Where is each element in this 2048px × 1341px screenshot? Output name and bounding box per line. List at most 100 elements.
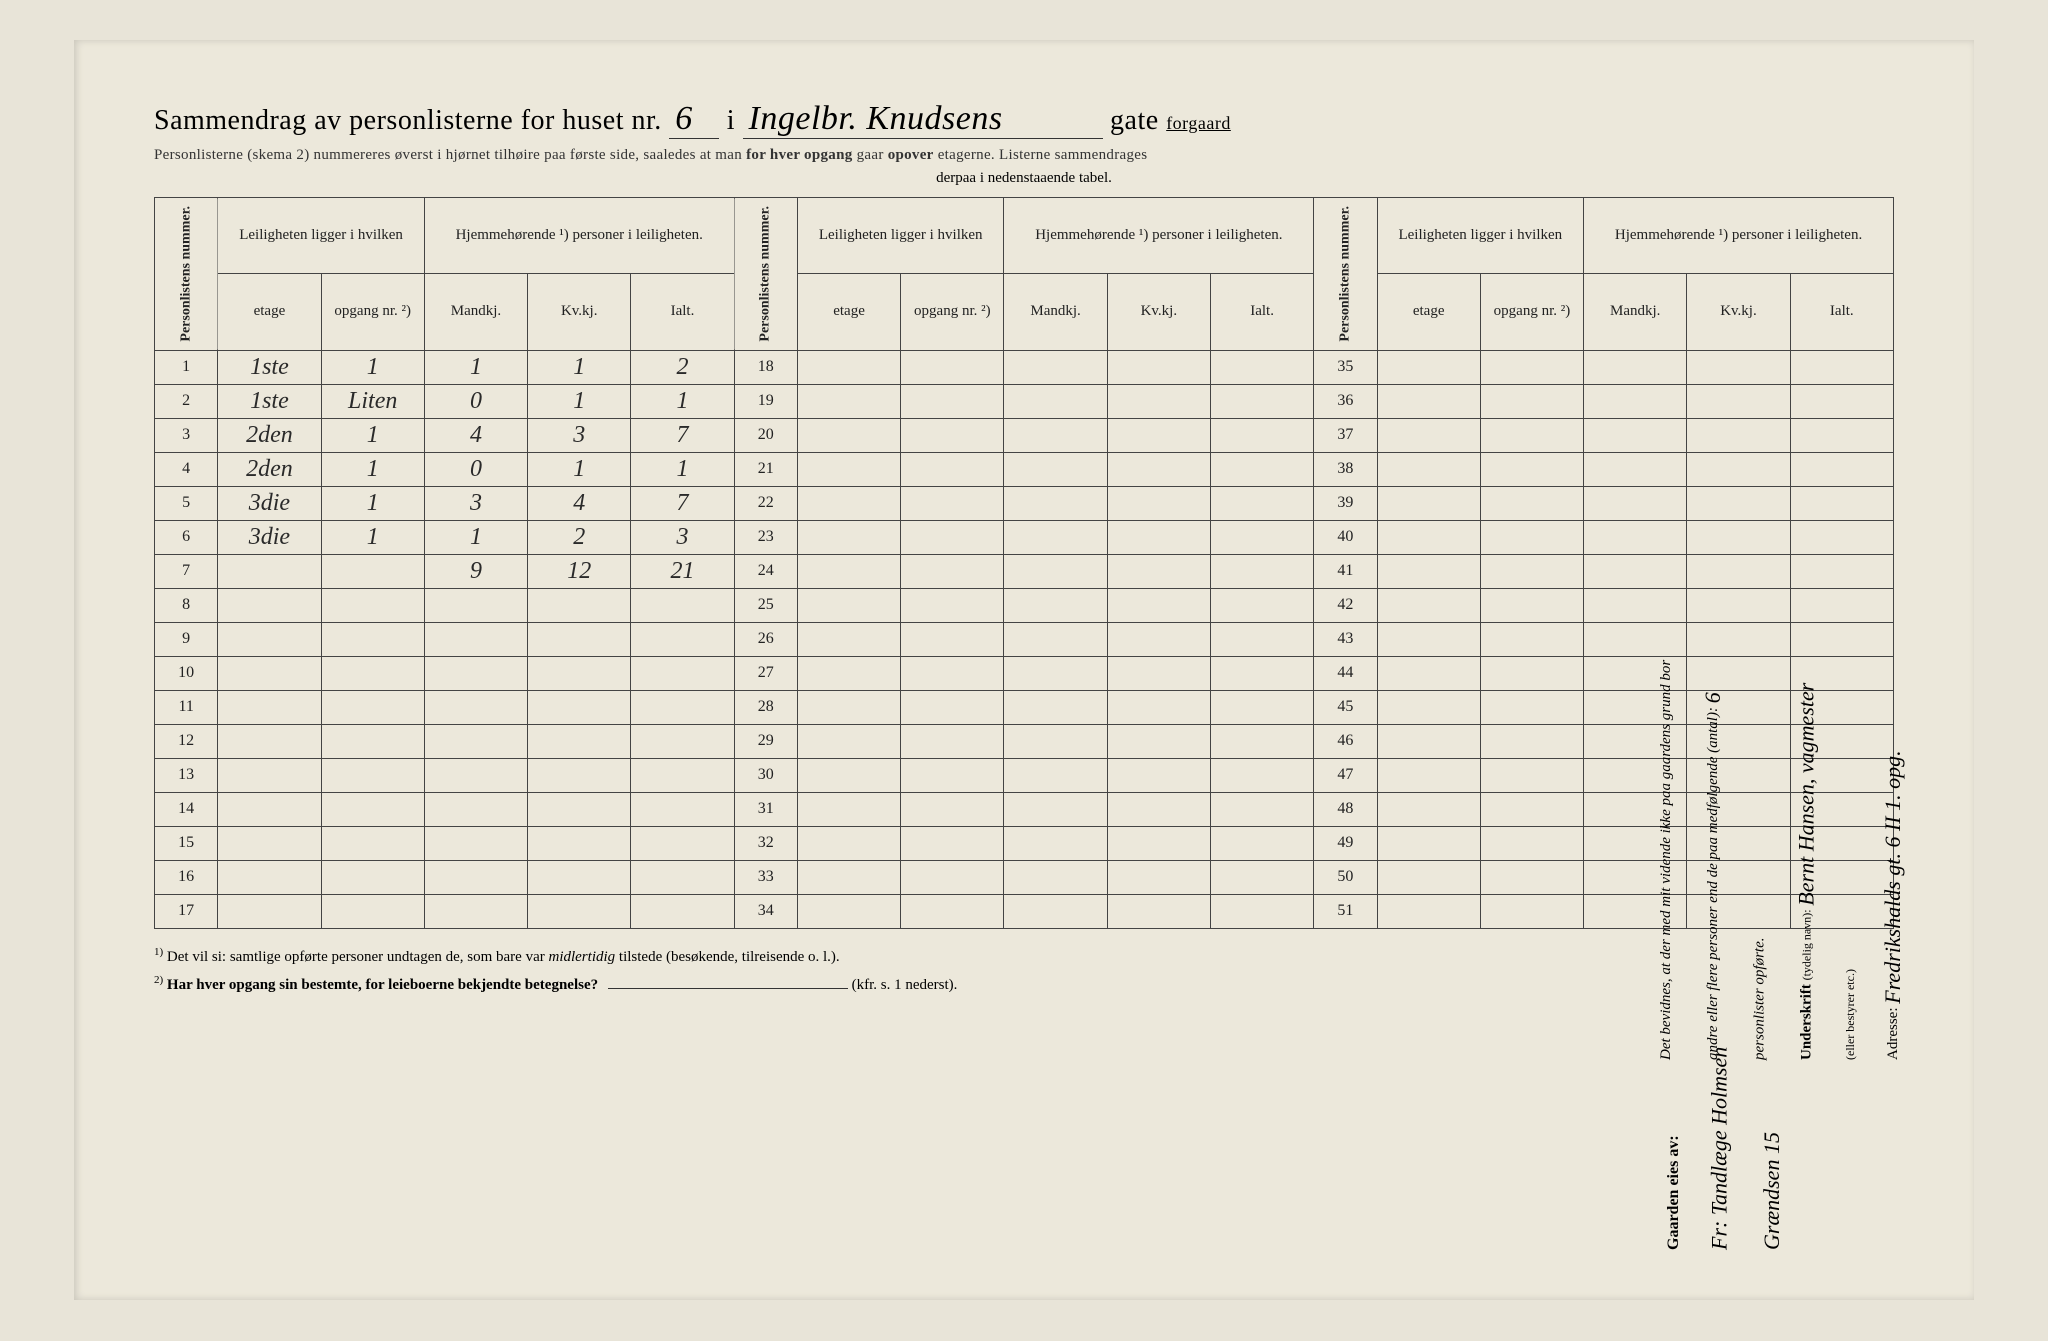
col-mandkj: Mandkj. bbox=[424, 274, 527, 350]
subtitle-1-emph1: for hver opgang bbox=[746, 147, 852, 163]
cell-empty bbox=[1210, 350, 1313, 384]
row-num: 1 bbox=[155, 350, 218, 384]
cell-opgang bbox=[321, 724, 424, 758]
col-hjemme: Hjemmehørende ¹) personer i leiligheten. bbox=[424, 198, 734, 274]
cell-empty bbox=[1210, 860, 1313, 894]
cell-mandkj: 1 bbox=[424, 350, 527, 384]
cell-opgang: 1 bbox=[321, 520, 424, 554]
cell-etage: 1ste bbox=[218, 350, 321, 384]
cell-empty bbox=[1107, 860, 1210, 894]
col-opgang: opgang nr. ²) bbox=[901, 274, 1004, 350]
table-row: 153249 bbox=[155, 826, 1894, 860]
antal: 6 bbox=[1700, 692, 1725, 703]
cell-empty bbox=[797, 826, 900, 860]
cell-kvkj bbox=[528, 758, 631, 792]
row-num: 5 bbox=[155, 486, 218, 520]
cell-empty bbox=[901, 554, 1004, 588]
cell-etage bbox=[218, 656, 321, 690]
table-row: 11ste11121835 bbox=[155, 350, 1894, 384]
col-personlistens: Personlistens nummer. bbox=[1314, 198, 1377, 351]
row-num: 6 bbox=[155, 520, 218, 554]
cell-opgang bbox=[321, 860, 424, 894]
cell-etage bbox=[218, 792, 321, 826]
row-num: 10 bbox=[155, 656, 218, 690]
cell-etage bbox=[218, 826, 321, 860]
row-num: 39 bbox=[1314, 486, 1377, 520]
footnote-1: 1) Det vil si: samtlige opførte personer… bbox=[154, 943, 1894, 971]
cell-empty bbox=[797, 384, 900, 418]
cell-empty bbox=[1377, 792, 1480, 826]
cell-mandkj: 3 bbox=[424, 486, 527, 520]
cell-ialt: 21 bbox=[631, 554, 734, 588]
cell-empty bbox=[797, 656, 900, 690]
cell-opgang: 1 bbox=[321, 418, 424, 452]
cell-empty bbox=[797, 588, 900, 622]
table-row: 32den14372037 bbox=[155, 418, 1894, 452]
footnotes: 1) Det vil si: samtlige opførte personer… bbox=[154, 943, 1894, 999]
cell-empty bbox=[1210, 452, 1313, 486]
row-num: 3 bbox=[155, 418, 218, 452]
owner-addr: Grændsen 15 bbox=[1746, 800, 1799, 1250]
cell-empty bbox=[1377, 656, 1480, 690]
row-num: 25 bbox=[734, 588, 797, 622]
row-num: 21 bbox=[734, 452, 797, 486]
cell-empty bbox=[1210, 554, 1313, 588]
row-num: 51 bbox=[1314, 894, 1377, 928]
cell-empty bbox=[1004, 792, 1107, 826]
cell-opgang bbox=[321, 554, 424, 588]
cell-kvkj bbox=[528, 894, 631, 928]
cell-empty bbox=[901, 826, 1004, 860]
col-etage: etage bbox=[797, 274, 900, 350]
cell-etage: 3die bbox=[218, 520, 321, 554]
cell-empty bbox=[1480, 758, 1583, 792]
row-num: 22 bbox=[734, 486, 797, 520]
cell-mandkj: 0 bbox=[424, 384, 527, 418]
cell-mandkj: 0 bbox=[424, 452, 527, 486]
row-num: 34 bbox=[734, 894, 797, 928]
cell-kvkj: 1 bbox=[528, 452, 631, 486]
row-num: 7 bbox=[155, 554, 218, 588]
cell-mandkj bbox=[424, 656, 527, 690]
cell-opgang bbox=[321, 826, 424, 860]
cell-empty bbox=[1210, 758, 1313, 792]
cell-empty bbox=[1377, 724, 1480, 758]
cell-kvkj bbox=[528, 792, 631, 826]
footnote-2-blank bbox=[608, 988, 848, 989]
cell-kvkj bbox=[528, 826, 631, 860]
cell-kvkj bbox=[528, 656, 631, 690]
row-num: 19 bbox=[734, 384, 797, 418]
table-row: 133047 bbox=[155, 758, 1894, 792]
cell-empty bbox=[797, 486, 900, 520]
cell-empty bbox=[1107, 622, 1210, 656]
col-opgang: opgang nr. ²) bbox=[321, 274, 424, 350]
cell-empty bbox=[1210, 486, 1313, 520]
cell-empty bbox=[797, 758, 900, 792]
cell-mandkj bbox=[424, 588, 527, 622]
cell-etage bbox=[218, 860, 321, 894]
cell-mandkj: 1 bbox=[424, 520, 527, 554]
cell-etage bbox=[218, 894, 321, 928]
row-num: 38 bbox=[1314, 452, 1377, 486]
cell-empty bbox=[1004, 452, 1107, 486]
row-num: 42 bbox=[1314, 588, 1377, 622]
cell-empty bbox=[1210, 520, 1313, 554]
table-row: 173451 bbox=[155, 894, 1894, 928]
cell-empty bbox=[797, 350, 900, 384]
cell-opgang bbox=[321, 656, 424, 690]
adresse-line: Adresse: Fredrikshalds gt. 6 II 1. opg. bbox=[1870, 160, 1918, 1060]
cell-empty bbox=[1480, 792, 1583, 826]
cell-mandkj bbox=[424, 690, 527, 724]
cell-empty bbox=[1480, 588, 1583, 622]
cell-ialt bbox=[631, 826, 734, 860]
cell-opgang: 1 bbox=[321, 350, 424, 384]
subtitle-1-emph2: opover bbox=[888, 147, 934, 163]
row-num: 28 bbox=[734, 690, 797, 724]
cell-opgang: 1 bbox=[321, 452, 424, 486]
cell-empty bbox=[1480, 418, 1583, 452]
row-num: 32 bbox=[734, 826, 797, 860]
col-hjemme: Hjemmehørende ¹) personer i leiligheten. bbox=[1004, 198, 1314, 274]
cell-mandkj bbox=[424, 792, 527, 826]
table-row: 42den10112138 bbox=[155, 452, 1894, 486]
cell-empty bbox=[901, 894, 1004, 928]
col-kvkj: Kv.kj. bbox=[1107, 274, 1210, 350]
